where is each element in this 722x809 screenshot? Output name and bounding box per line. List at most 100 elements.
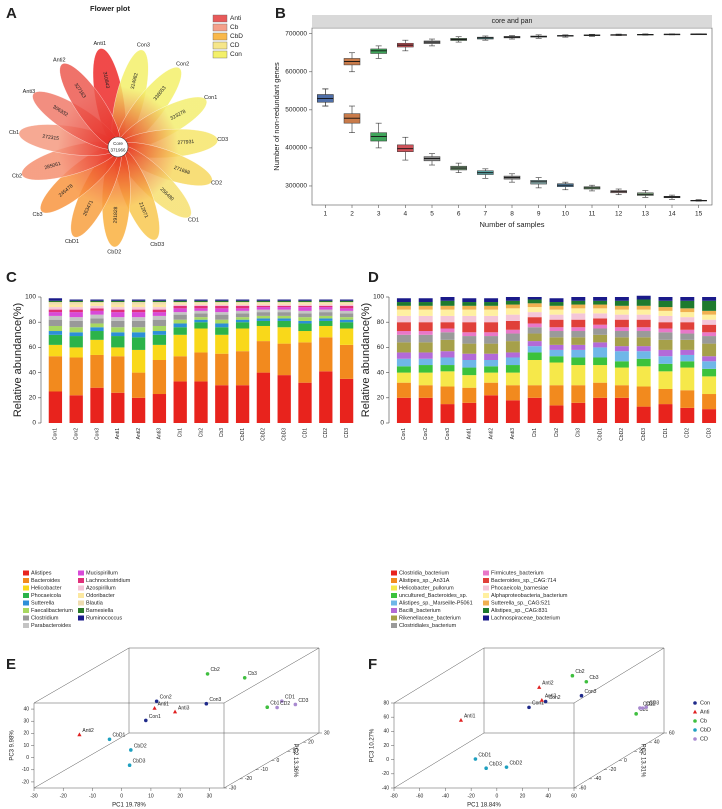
bar-segment	[636, 366, 651, 387]
x-tick-label: -60	[416, 793, 423, 799]
x-tick-label: CbD2	[619, 428, 625, 441]
bar-segment	[90, 331, 104, 340]
bar-segment	[680, 312, 695, 318]
bar-segment	[440, 357, 455, 366]
bar-segment	[658, 349, 673, 357]
bar-segment	[702, 314, 717, 320]
x-tick-label: Con2	[74, 428, 80, 440]
bar-segment	[90, 308, 104, 311]
legend-swatch	[23, 615, 29, 621]
point	[458, 717, 464, 722]
legend-swatch	[78, 608, 84, 613]
bar-segment	[396, 372, 411, 383]
x-tick-label: Anti1	[467, 428, 473, 440]
legend-label: Odoribacter	[86, 593, 115, 599]
bar-segment	[298, 310, 312, 314]
bar-segment	[339, 310, 354, 314]
bar-segment	[111, 307, 125, 310]
bar-segment	[680, 300, 695, 309]
bar-segment	[505, 320, 520, 330]
point	[204, 701, 209, 706]
bar-segment	[527, 327, 542, 334]
bar-segment	[48, 309, 63, 313]
legend-label: Mucispirillum	[86, 570, 118, 576]
bar-segment	[90, 302, 104, 304]
bar-segment	[194, 300, 208, 303]
petal-value: 277931	[177, 139, 194, 146]
bar-segment	[215, 299, 229, 301]
legend-label: Sutterella	[31, 600, 55, 606]
legend-swatch	[23, 585, 29, 591]
y-tick-label: 60	[669, 730, 675, 736]
bar-segment	[484, 353, 499, 360]
bar-segment	[48, 344, 63, 357]
z-tick-label: 80	[383, 700, 389, 706]
bar-segment	[215, 327, 229, 335]
legend-label: Con	[230, 51, 242, 58]
bar-segment	[256, 341, 271, 373]
bar-segment	[173, 305, 187, 309]
petal-label: CD3	[217, 137, 228, 143]
bar-segment	[90, 299, 104, 301]
bar-segment	[235, 317, 250, 320]
bar-segment	[256, 309, 271, 313]
bar-segment	[152, 300, 167, 303]
bar-segment	[549, 362, 564, 386]
point-label: CD1	[643, 701, 653, 707]
bar-segment	[194, 328, 208, 353]
bar-segment	[48, 319, 63, 326]
panel-label: F	[368, 656, 377, 673]
bar-segment	[549, 327, 564, 332]
bar-segment	[571, 337, 586, 345]
box-edge	[573, 647, 665, 704]
bar-segment	[256, 303, 271, 305]
legend-swatch	[391, 600, 397, 606]
panel-label: A	[6, 5, 17, 22]
point	[152, 705, 157, 710]
bar-segment	[69, 395, 83, 423]
bar-segment	[702, 394, 717, 410]
bar-segment	[440, 300, 455, 306]
bar-segment	[440, 386, 455, 405]
bar-segment	[462, 353, 477, 360]
x-tick-label: CbD3	[641, 428, 647, 441]
point	[205, 672, 210, 676]
bar-segment	[636, 309, 651, 315]
bar-segment	[298, 342, 312, 383]
legend-label: Alistipes_sp._An31A	[399, 578, 450, 584]
bar-segment	[152, 299, 167, 301]
legend-swatch	[391, 593, 397, 598]
bar-segment	[593, 357, 608, 366]
legend-label: Ruminococcus	[86, 615, 122, 621]
bar-segment	[462, 332, 477, 337]
bar-segment	[90, 318, 104, 324]
bar-segment	[194, 304, 208, 306]
bar-segment	[505, 385, 520, 401]
point	[543, 699, 548, 704]
bar-segment	[702, 300, 717, 311]
y-tick-label: 300000	[285, 183, 307, 190]
x-tick-label: Anti3	[157, 428, 163, 440]
bar-segment	[48, 304, 63, 308]
bar-segment	[571, 365, 586, 386]
bar-segment	[131, 397, 146, 423]
bar-segment	[339, 308, 354, 311]
bar-segment	[593, 382, 608, 398]
legend-label: Con	[700, 700, 710, 706]
bar-segment	[462, 375, 477, 388]
bar-segment	[593, 297, 608, 301]
bar-segment	[484, 372, 499, 383]
bar-segment	[614, 331, 629, 338]
x-tick-label: CbD1	[240, 428, 246, 441]
legend-swatch	[391, 623, 397, 628]
bar-segment	[152, 394, 167, 423]
point-label: Cb1	[270, 701, 279, 707]
x-tick-label: Anti2	[136, 428, 142, 440]
point-label: CD1	[285, 694, 295, 700]
core-circle	[107, 136, 129, 158]
bar-segment	[319, 320, 333, 326]
point	[570, 673, 575, 678]
point-label: Con3	[209, 697, 221, 703]
legend-swatch	[483, 585, 489, 591]
bar-segment	[131, 317, 146, 321]
